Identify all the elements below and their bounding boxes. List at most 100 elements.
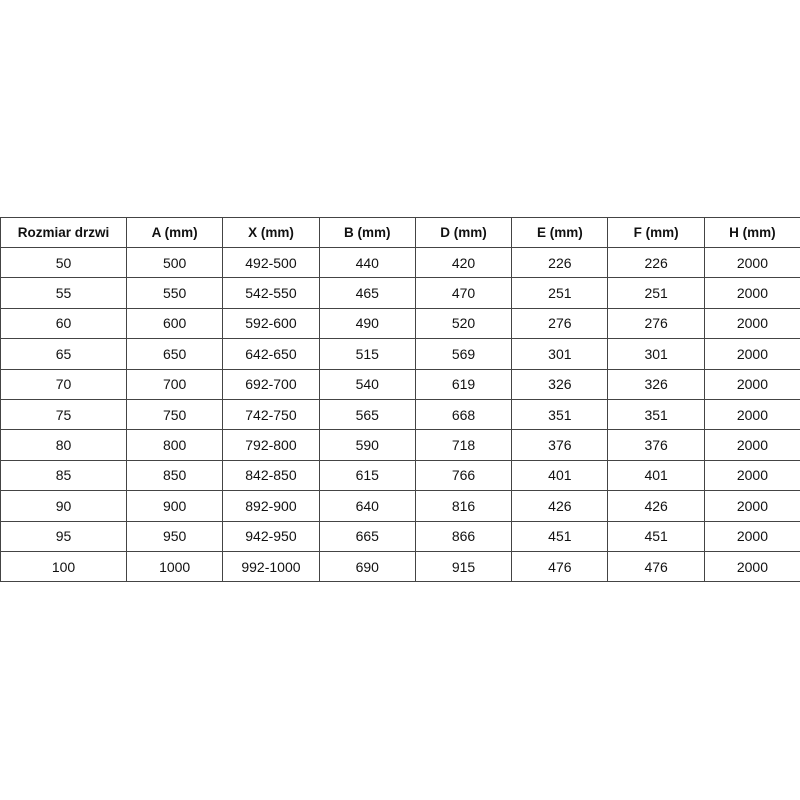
table-cell: 850	[125, 459, 224, 492]
table-cell: 351	[511, 398, 609, 431]
table-cell: 60	[0, 307, 127, 340]
table-cell: 420	[414, 246, 513, 279]
table-cell: 750	[125, 398, 224, 431]
table-row: 80 800 792-800 590 718 376 376 2000	[0, 429, 800, 461]
table-cell: 2000	[703, 490, 800, 522]
table-cell: 276	[511, 307, 609, 340]
table-cell: 690	[318, 550, 416, 583]
table-cell: 85	[0, 459, 127, 492]
table-row: 60 600 592-600 490 520 276 276 2000	[0, 307, 800, 340]
table-cell: 792-800	[222, 429, 320, 461]
table-cell: 2000	[703, 550, 800, 583]
table-header-row: Rozmiar drzwi A (mm) X (mm) B (mm) D (mm) E (…	[0, 217, 800, 248]
table-cell: 476	[607, 550, 705, 583]
table-cell: 619	[414, 368, 513, 400]
table-cell: 665	[318, 520, 416, 552]
table-cell: 75	[0, 398, 127, 431]
table-cell: 55	[0, 277, 127, 309]
table-cell: 640	[318, 490, 416, 522]
table-cell: 65	[0, 338, 127, 370]
table-cell: 540	[318, 368, 416, 400]
column-header: D (mm)	[414, 217, 513, 248]
table-cell: 766	[414, 459, 513, 492]
table-cell: 401	[511, 459, 609, 492]
table-cell: 251	[511, 277, 609, 309]
table-cell: 942-950	[222, 520, 320, 552]
table-cell: 2000	[703, 338, 800, 370]
table-cell: 2000	[703, 368, 800, 400]
table-row: 100 1000 992-1000 690 915 476 476 2000	[0, 550, 800, 583]
table-cell: 80	[0, 429, 127, 461]
table-cell: 950	[125, 520, 224, 552]
table-row: 85 850 842-850 615 766 401 401 2000	[0, 459, 800, 492]
table-cell: 401	[607, 459, 705, 492]
table-cell: 470	[414, 277, 513, 309]
column-header: B (mm)	[318, 217, 416, 248]
column-header: E (mm)	[511, 217, 609, 248]
table-cell: 326	[511, 368, 609, 400]
table-cell: 276	[607, 307, 705, 340]
table-cell: 565	[318, 398, 416, 431]
table-cell: 440	[318, 246, 416, 279]
table-cell: 301	[511, 338, 609, 370]
table-cell: 842-850	[222, 459, 320, 492]
table-cell: 800	[125, 429, 224, 461]
table-cell: 615	[318, 459, 416, 492]
table-cell: 569	[414, 338, 513, 370]
table-cell: 426	[607, 490, 705, 522]
table-cell: 915	[414, 550, 513, 583]
door-size-table: Rozmiar drzwi A (mm) X (mm) B (mm) D (mm) E (…	[0, 217, 800, 583]
table-cell: 492-500	[222, 246, 320, 279]
column-header: A (mm)	[125, 217, 224, 248]
table-cell: 251	[607, 277, 705, 309]
table-cell: 2000	[703, 307, 800, 340]
table-cell: 451	[607, 520, 705, 552]
table-cell: 1000	[125, 550, 224, 583]
table-cell: 70	[0, 368, 127, 400]
table-cell: 668	[414, 398, 513, 431]
table-row: 70 700 692-700 540 619 326 326 2000	[0, 368, 800, 400]
table-cell: 2000	[703, 459, 800, 492]
table-cell: 95	[0, 520, 127, 552]
table-row: 50 500 492-500 440 420 226 226 2000	[0, 246, 800, 279]
table-cell: 900	[125, 490, 224, 522]
column-header: X (mm)	[222, 217, 320, 248]
table-cell: 476	[511, 550, 609, 583]
table-cell: 100	[0, 550, 127, 583]
table-cell: 590	[318, 429, 416, 461]
table-row: 95 950 942-950 665 866 451 451 2000	[0, 520, 800, 552]
table-cell: 520	[414, 307, 513, 340]
column-header: H (mm)	[703, 217, 800, 248]
table-cell: 301	[607, 338, 705, 370]
table-cell: 742-750	[222, 398, 320, 431]
table-cell: 426	[511, 490, 609, 522]
table-cell: 992-1000	[222, 550, 320, 583]
table-cell: 2000	[703, 520, 800, 552]
table-cell: 550	[125, 277, 224, 309]
table-cell: 892-900	[222, 490, 320, 522]
column-header: Rozmiar drzwi	[0, 217, 127, 248]
table-cell: 600	[125, 307, 224, 340]
table-cell: 490	[318, 307, 416, 340]
table-cell: 90	[0, 490, 127, 522]
table-cell: 542-550	[222, 277, 320, 309]
table-cell: 700	[125, 368, 224, 400]
table-row: 65 650 642-650 515 569 301 301 2000	[0, 338, 800, 370]
table-cell: 465	[318, 277, 416, 309]
table-cell: 592-600	[222, 307, 320, 340]
table-cell: 816	[414, 490, 513, 522]
column-header: F (mm)	[607, 217, 705, 248]
table-cell: 50	[0, 246, 127, 279]
table-cell: 326	[607, 368, 705, 400]
table-cell: 2000	[703, 277, 800, 309]
table-row: 55 550 542-550 465 470 251 251 2000	[0, 277, 800, 309]
table-cell: 515	[318, 338, 416, 370]
table-cell: 376	[511, 429, 609, 461]
table-cell: 226	[511, 246, 609, 279]
table-row: 75 750 742-750 565 668 351 351 2000	[0, 398, 800, 431]
table-cell: 718	[414, 429, 513, 461]
table-cell: 2000	[703, 398, 800, 431]
table-cell: 351	[607, 398, 705, 431]
table-cell: 451	[511, 520, 609, 552]
table-cell: 500	[125, 246, 224, 279]
